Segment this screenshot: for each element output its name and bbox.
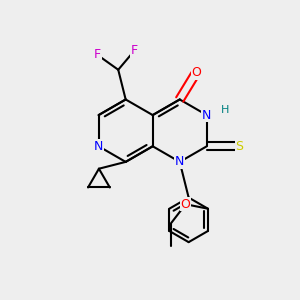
Text: F: F <box>131 44 138 57</box>
Text: N: N <box>202 109 212 122</box>
Text: O: O <box>181 198 190 211</box>
Text: O: O <box>191 66 201 79</box>
Text: S: S <box>236 140 243 153</box>
Text: F: F <box>94 48 101 62</box>
Text: N: N <box>175 155 184 168</box>
Text: N: N <box>94 140 103 153</box>
Text: H: H <box>221 105 230 115</box>
